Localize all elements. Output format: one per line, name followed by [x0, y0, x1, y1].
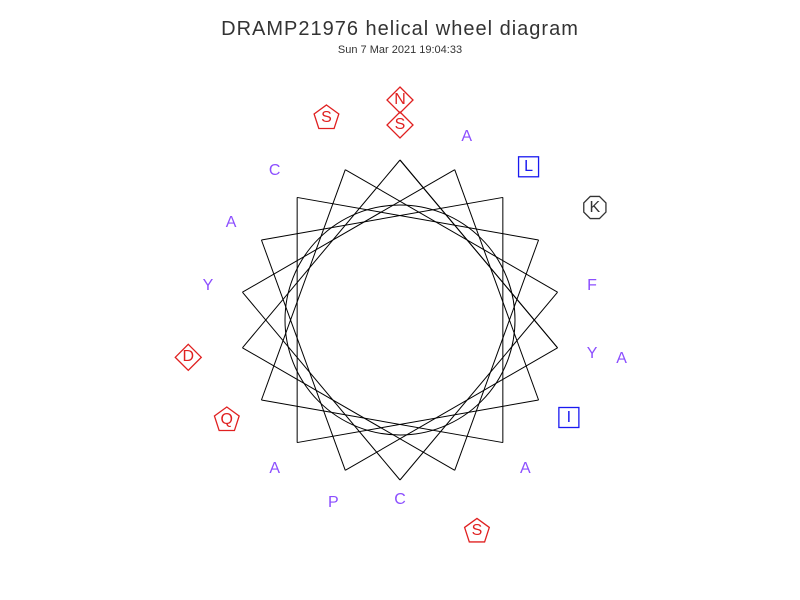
residue-label: S — [395, 117, 406, 133]
residue-label: A — [461, 129, 472, 145]
residue-label: L — [524, 159, 533, 175]
residue-label: I — [567, 410, 571, 426]
residue-label: D — [182, 349, 194, 365]
residue-label: A — [520, 461, 531, 477]
residue-label: A — [269, 461, 280, 477]
residue-label: K — [590, 200, 601, 216]
residue-label: Q — [221, 412, 233, 428]
residue-label: P — [328, 495, 339, 511]
residue-label: C — [394, 492, 406, 508]
residue-label: A — [226, 215, 237, 231]
helical-wheel-svg — [0, 0, 800, 600]
residue-label: S — [472, 523, 483, 539]
residue-label: Y — [587, 346, 598, 362]
residue-label: C — [269, 163, 281, 179]
residue-label: S — [321, 110, 332, 126]
residue-label: N — [394, 92, 406, 108]
residue-label: A — [616, 351, 627, 367]
residue-label: Y — [203, 278, 214, 294]
wheel-chord — [242, 348, 454, 471]
residue-label: F — [587, 278, 597, 294]
